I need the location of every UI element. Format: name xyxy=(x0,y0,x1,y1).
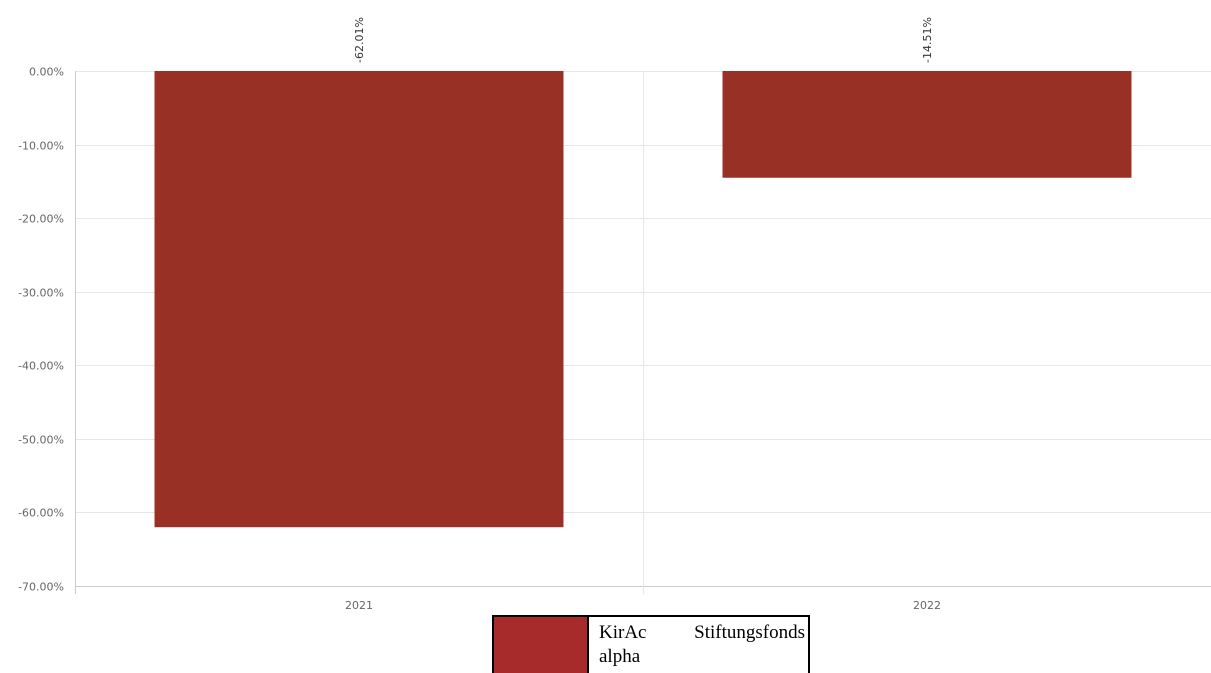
x-tick-label: 2022 xyxy=(913,599,941,612)
data-label-2021: -62.01% xyxy=(353,17,366,63)
y-tick-label: -10.00% xyxy=(18,140,64,153)
y-tick-label: -30.00% xyxy=(18,287,64,300)
bar-2021 xyxy=(154,71,564,528)
legend-swatch xyxy=(494,617,589,673)
x-tick-label: 2021 xyxy=(345,599,373,612)
y-tick-label: -20.00% xyxy=(18,213,64,226)
data-label-2022: -14.51% xyxy=(921,17,934,63)
legend-label: KirAc Stiftungsfonds alpha xyxy=(599,622,805,667)
legend: KirAc Stiftungsfonds alpha xyxy=(492,615,810,673)
bar-2022 xyxy=(722,71,1132,178)
y-tick-label: -40.00% xyxy=(18,360,64,373)
y-tick-label: -50.00% xyxy=(18,434,64,447)
y-tick-label: 0.00% xyxy=(29,66,64,79)
y-tick-label: -60.00% xyxy=(18,507,64,520)
y-tick-label: -70.00% xyxy=(18,581,64,594)
